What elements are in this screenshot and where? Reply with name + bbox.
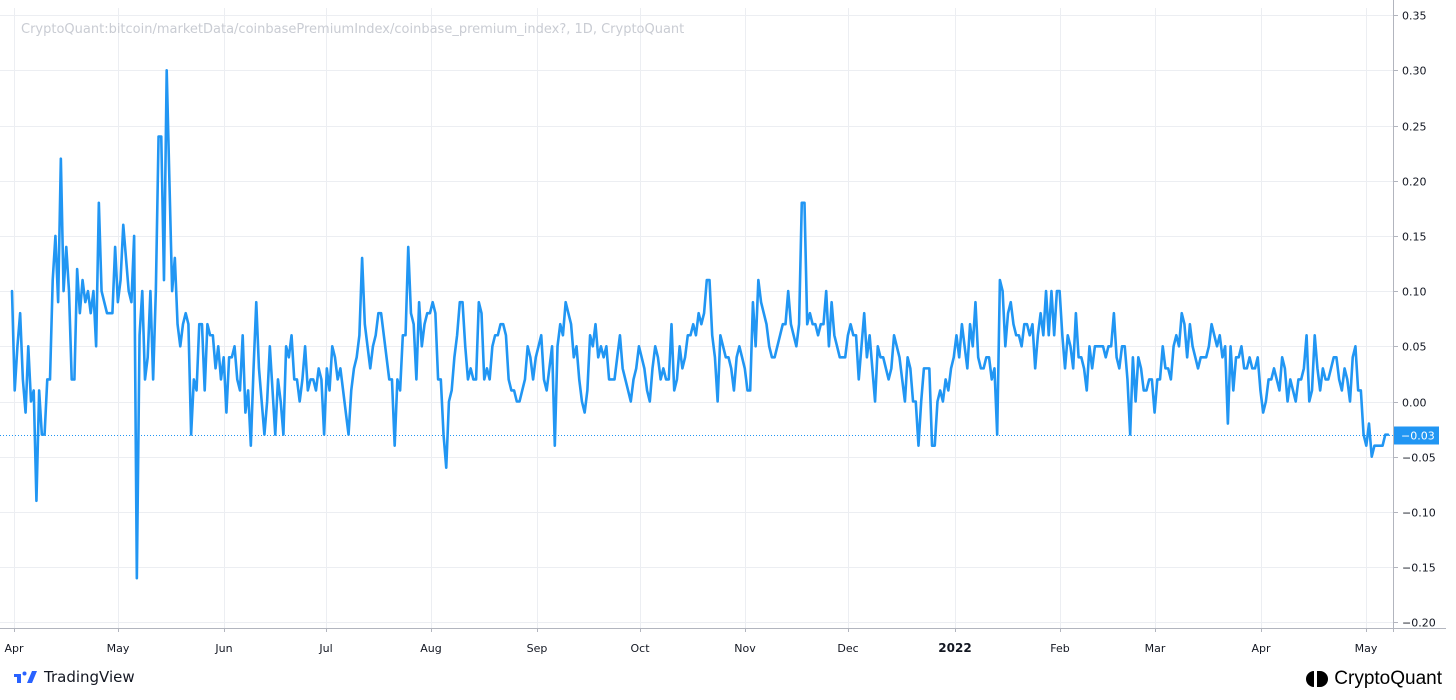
x-tick-label: Feb	[1050, 642, 1069, 655]
chart-source-label: CryptoQuant:bitcoin/marketData/coinbaseP…	[21, 22, 685, 37]
x-tick-label: Mar	[1145, 642, 1166, 655]
x-tick-label: Nov	[734, 642, 756, 655]
y-tick-label: −0.15	[1402, 562, 1436, 575]
y-tick-label: 0.20	[1402, 176, 1427, 189]
x-tick-label: May	[1355, 642, 1378, 655]
y-tick-label: 0.10	[1402, 286, 1427, 299]
last-value-badge	[1394, 426, 1439, 445]
y-tick-label: 0.25	[1402, 121, 1427, 134]
x-tick-label: Jun	[214, 642, 232, 655]
series-line	[10, 69, 1390, 580]
y-tick-label: −0.05	[1402, 452, 1436, 465]
x-tick-label: Dec	[837, 642, 858, 655]
x-tick-label: 2022	[938, 641, 971, 655]
cryptoquant-logo[interactable]: CryptoQuant	[1306, 668, 1442, 690]
tradingview-icon	[14, 671, 37, 683]
x-tick-label: Jul	[318, 642, 332, 655]
y-tick-label: 0.35	[1402, 10, 1427, 23]
last-value-label: −0.03	[1401, 430, 1435, 443]
y-tick-label: 0.05	[1402, 341, 1427, 354]
x-tick-label: Aug	[420, 642, 441, 655]
tradingview-label: TradingView	[44, 668, 135, 686]
x-tick-label: Apr	[1251, 642, 1271, 655]
y-tick-label: −0.10	[1402, 507, 1436, 520]
y-tick-label: 0.00	[1402, 397, 1427, 410]
tradingview-logo[interactable]: TradingView	[14, 668, 135, 686]
y-tick-label: −0.20	[1402, 617, 1436, 630]
y-tick-label: 0.30	[1402, 65, 1427, 78]
x-tick-label: May	[107, 642, 130, 655]
cryptoquant-icon	[1306, 671, 1329, 687]
x-tick-label: Sep	[527, 642, 548, 655]
x-tick-label: Oct	[630, 642, 650, 655]
y-tick-label: 0.15	[1402, 231, 1427, 244]
cryptoquant-label: CryptoQuant	[1334, 668, 1442, 689]
x-tick-label: Apr	[4, 642, 24, 655]
